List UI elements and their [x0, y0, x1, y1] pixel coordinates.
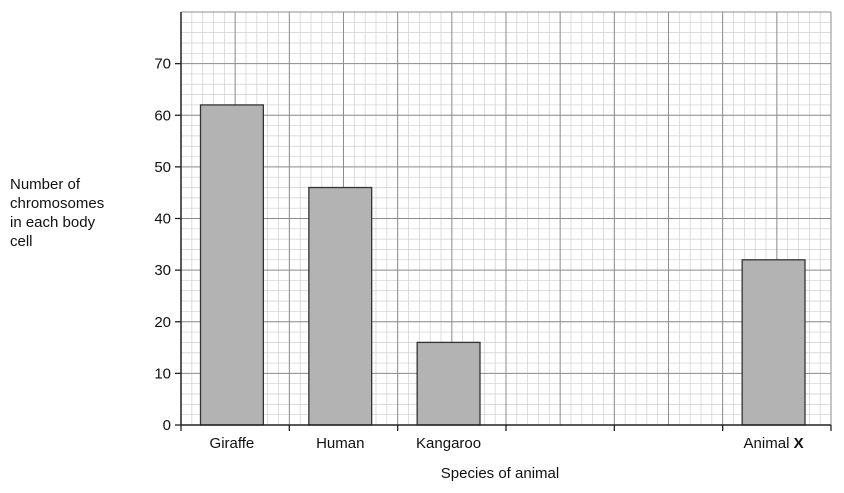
- y-axis-label-line-3: in each body: [10, 214, 96, 231]
- y-tick-label: 20: [154, 314, 171, 331]
- x-tick-label: Human: [316, 435, 364, 452]
- x-tick-label: Giraffe: [210, 435, 255, 452]
- y-tick-label: 60: [154, 107, 171, 124]
- y-axis-label: Number of chromosomes in each body cell: [10, 175, 170, 251]
- y-tick-label: 30: [154, 262, 171, 279]
- bar-kangaroo: [416, 341, 481, 426]
- bar-human: [308, 186, 373, 426]
- x-tick-label: Kangaroo: [416, 435, 481, 452]
- bar-giraffe: [199, 104, 264, 426]
- x-tick-label: Animal X: [744, 435, 804, 452]
- y-tick-label: 50: [154, 159, 171, 176]
- y-axis-label-line-4: cell: [10, 233, 33, 250]
- x-axis-label: Species of animal: [440, 465, 560, 482]
- bar-animal-x: [741, 259, 806, 426]
- y-tick-label: 0: [163, 417, 171, 434]
- y-axis-label-line-2: chromosomes: [10, 195, 105, 212]
- y-tick-label: 70: [154, 56, 171, 73]
- y-tick-label: 10: [154, 365, 171, 382]
- y-tick-label: 40: [154, 211, 171, 228]
- y-axis-label-line-1: Number of: [10, 176, 81, 193]
